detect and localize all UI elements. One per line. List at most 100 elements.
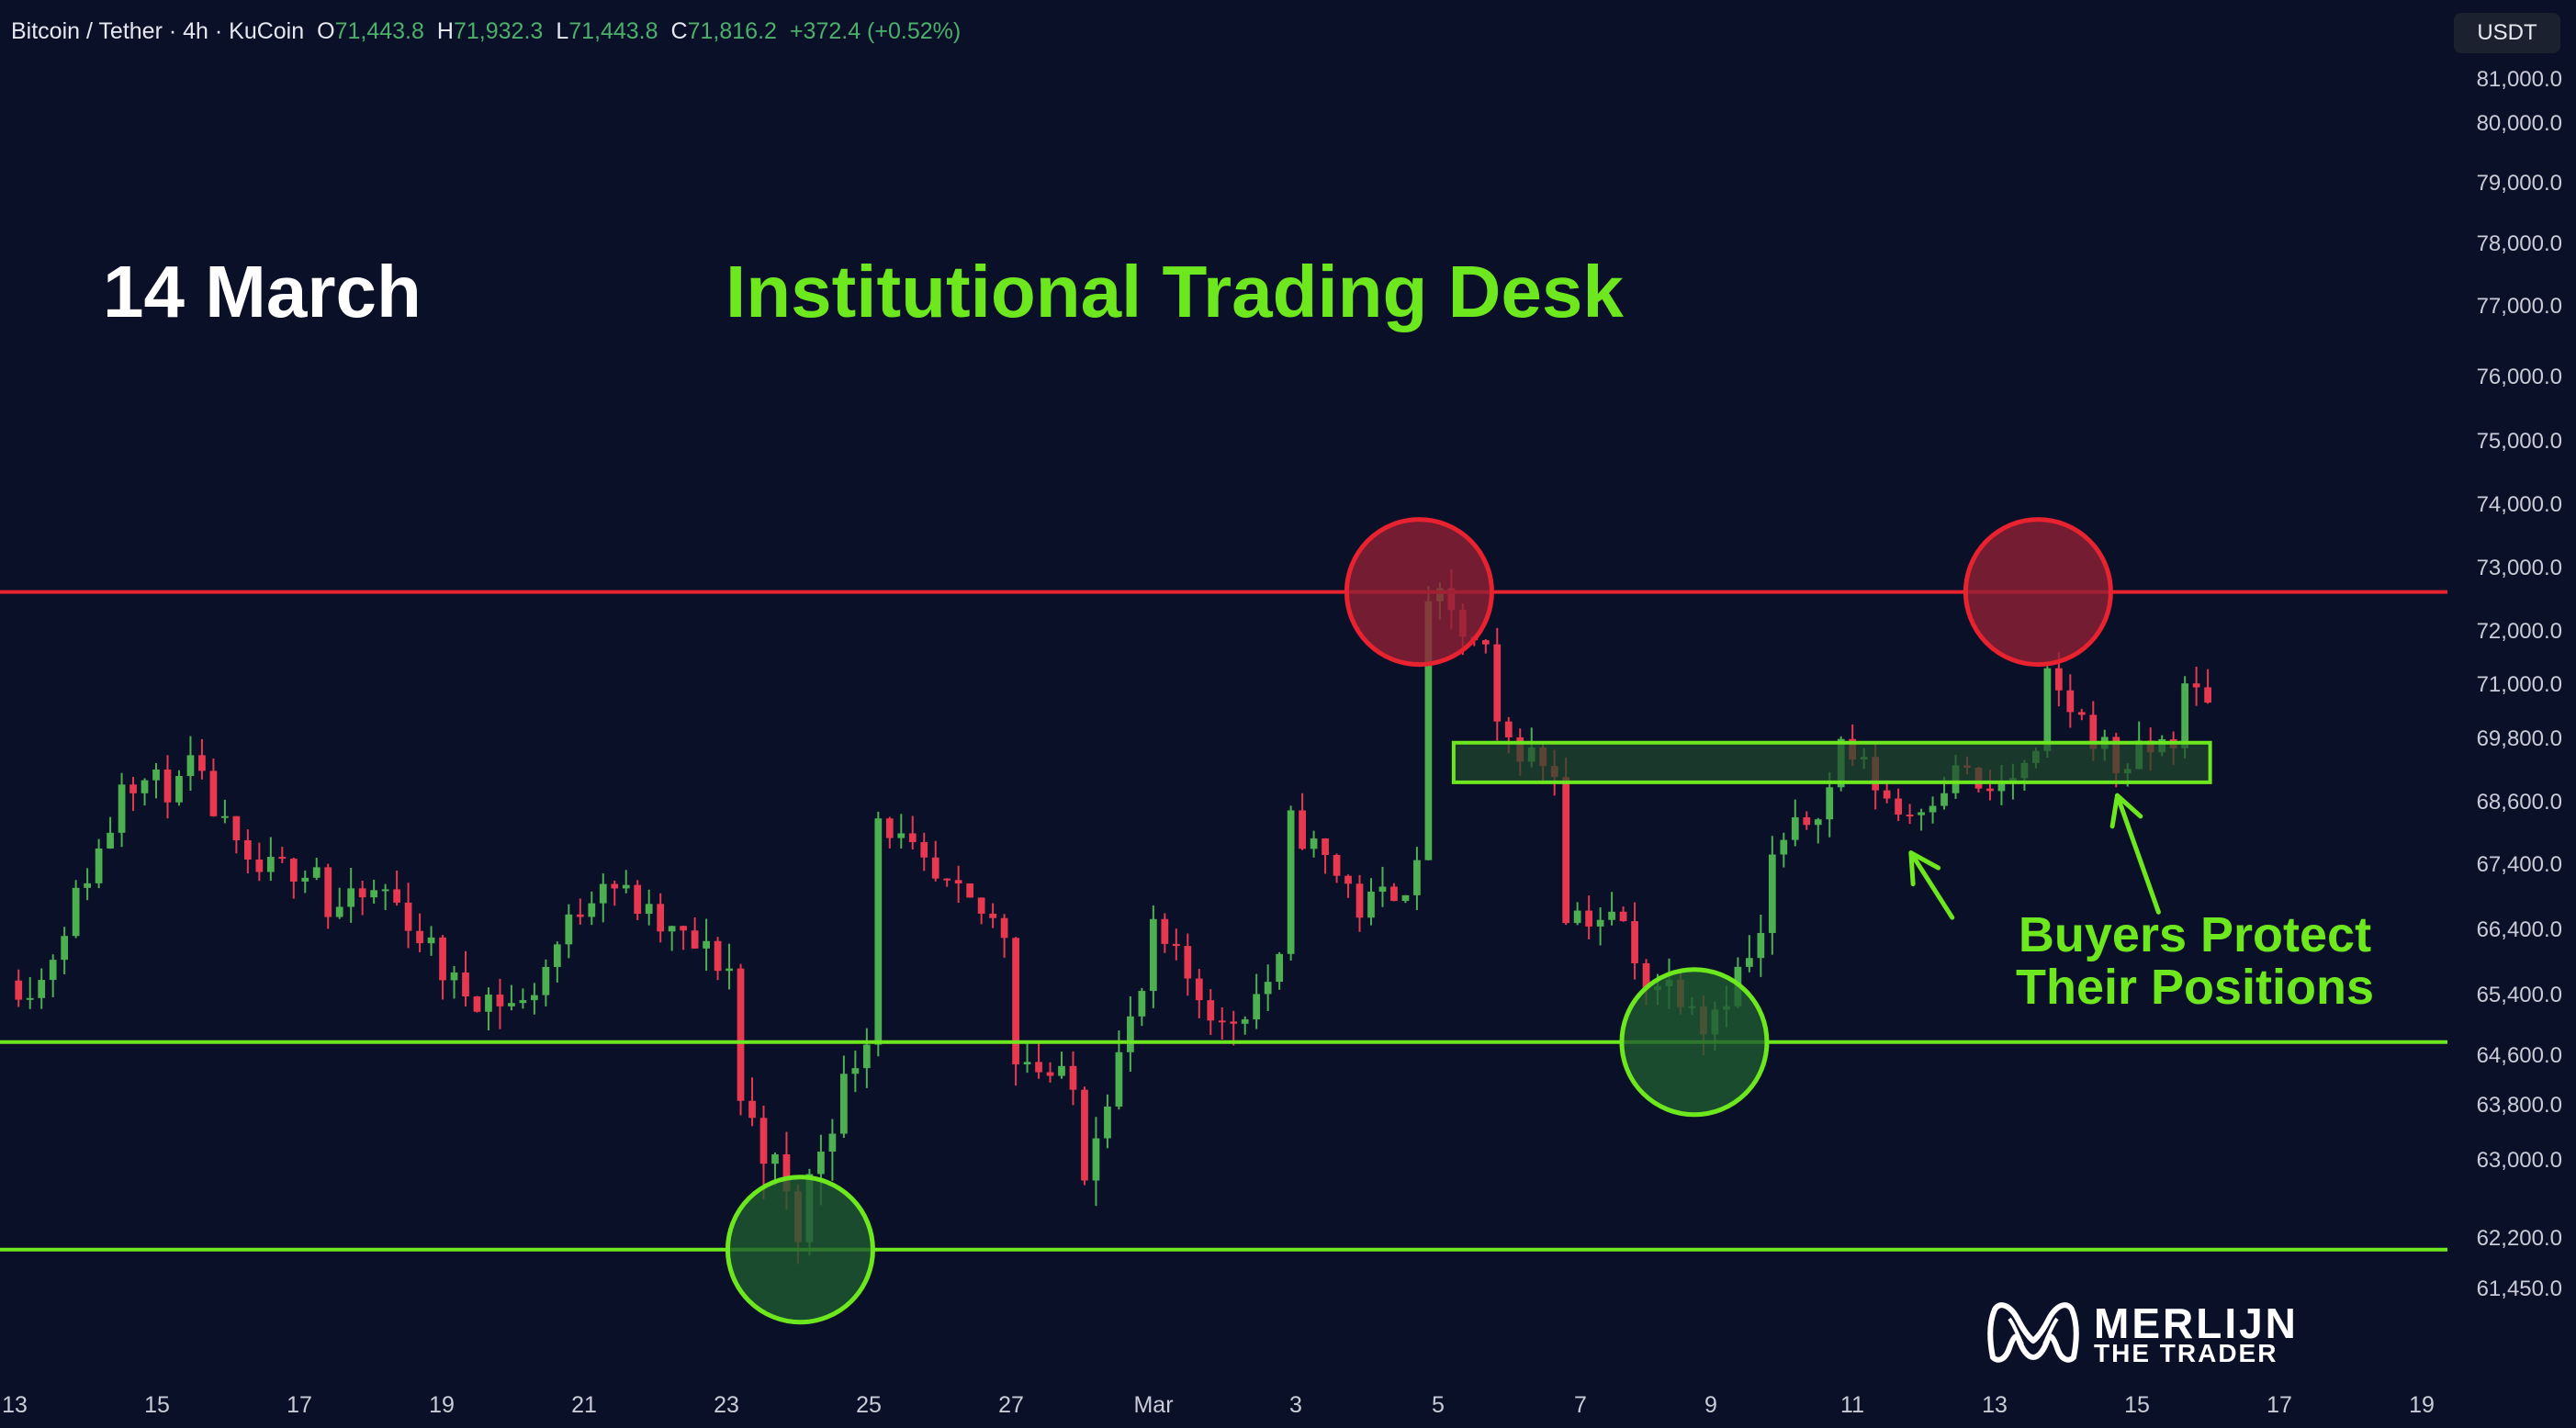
candle xyxy=(1253,973,1261,1029)
price-tick: 72,000.0 xyxy=(2477,619,2562,644)
candle xyxy=(141,778,149,806)
candle xyxy=(1596,907,1604,946)
symbol-header: Bitcoin / Tether · 4h · KuCoin O71,443.8 H… xyxy=(11,18,961,45)
candle xyxy=(1000,914,1008,958)
time-tick: 21 xyxy=(571,1392,597,1418)
price-tick: 67,400.0 xyxy=(2477,852,2562,877)
candle xyxy=(862,1028,871,1088)
candle xyxy=(1207,989,1215,1036)
price-tick: 71,000.0 xyxy=(2477,672,2562,697)
currency-selector[interactable]: USDT xyxy=(2454,13,2560,53)
close-key: C xyxy=(670,18,688,44)
low-key: L xyxy=(556,18,569,44)
candle xyxy=(107,816,114,849)
candle xyxy=(1138,987,1146,1027)
price-tick: 74,000.0 xyxy=(2477,492,2562,517)
candle xyxy=(885,816,894,849)
candle xyxy=(232,815,241,854)
candle xyxy=(198,738,206,780)
time-axis[interactable]: 13 15 17 19 21 23 25 27 Mar 3 5 7 9 11 13 15 17 19 xyxy=(2,1392,2435,1418)
candle xyxy=(1768,836,1776,955)
candle xyxy=(645,889,653,926)
candle xyxy=(680,925,688,950)
price-axis[interactable]: 81,000.0 80,000.0 79,000.0 78,000.0 77,000.0… xyxy=(2477,67,2562,1301)
price-tick: 63,000.0 xyxy=(2477,1148,2562,1173)
candle xyxy=(966,883,974,898)
candle xyxy=(38,968,46,1009)
candle xyxy=(622,870,630,894)
candle xyxy=(266,837,275,882)
time-tick: 7 xyxy=(1574,1392,1587,1418)
price-tick: 64,600.0 xyxy=(2477,1043,2562,1068)
candle xyxy=(450,965,458,999)
change-value: +372.4 (+0.52%) xyxy=(789,18,962,44)
candle xyxy=(1069,1051,1077,1106)
candle xyxy=(576,898,584,925)
candle xyxy=(301,870,309,894)
candle xyxy=(1161,913,1169,953)
candle xyxy=(1367,878,1375,926)
open-value: 71,443.8 xyxy=(334,18,424,44)
time-tick: 13 xyxy=(1982,1392,2008,1418)
candle xyxy=(737,963,745,1116)
time-tick: 11 xyxy=(1840,1392,1864,1418)
price-tick: 65,400.0 xyxy=(2477,983,2562,1007)
candle xyxy=(289,857,298,899)
candle xyxy=(989,903,996,928)
overlay-title: Institutional Trading Desk xyxy=(726,251,1624,332)
candle xyxy=(1333,853,1341,883)
candle xyxy=(118,772,126,848)
candle xyxy=(186,736,195,791)
candle xyxy=(1081,1086,1088,1186)
price-tick: 62,200.0 xyxy=(2477,1226,2562,1251)
candle xyxy=(1573,902,1581,926)
demand-zone xyxy=(1451,740,2212,784)
candle xyxy=(358,881,366,916)
candle xyxy=(908,815,917,850)
candle xyxy=(599,873,607,923)
candle xyxy=(1149,905,1157,1008)
price-tick: 68,600.0 xyxy=(2477,790,2562,815)
high-key: H xyxy=(436,18,454,44)
candle xyxy=(2077,708,2086,721)
candle xyxy=(1608,892,1615,926)
candle xyxy=(565,904,573,959)
candle xyxy=(977,897,985,925)
candle xyxy=(1104,1094,1111,1149)
candle xyxy=(439,935,446,1000)
time-tick: 17 xyxy=(287,1392,312,1418)
close-value: 71,816.2 xyxy=(687,18,777,44)
candle xyxy=(1803,811,1811,830)
candle xyxy=(668,926,676,951)
candle xyxy=(874,811,883,1057)
candle xyxy=(1780,832,1788,868)
logo-line-2: THE TRADER xyxy=(2094,1339,2278,1367)
price-tick: 77,000.0 xyxy=(2477,294,2562,319)
candle xyxy=(163,755,172,819)
candle xyxy=(1585,895,1592,939)
price-tick: 75,000.0 xyxy=(2477,429,2562,454)
time-tick: 15 xyxy=(144,1392,170,1418)
candle xyxy=(1493,627,1502,741)
candle xyxy=(519,988,527,1009)
candle xyxy=(473,995,481,1013)
support-touch-circle xyxy=(725,1175,875,1325)
candle xyxy=(897,814,906,849)
candle xyxy=(1757,915,1765,977)
price-tick: 78,000.0 xyxy=(2477,231,2562,256)
candle xyxy=(381,883,389,910)
candle xyxy=(2204,669,2211,704)
time-tick: 13 xyxy=(2,1392,28,1418)
price-tick: 76,000.0 xyxy=(2477,365,2562,389)
candle xyxy=(553,941,561,983)
low-value: 71,443.8 xyxy=(568,18,658,44)
candle xyxy=(2192,666,2200,706)
candle xyxy=(221,799,229,824)
candle xyxy=(49,954,57,998)
candle xyxy=(931,840,939,882)
time-tick: 9 xyxy=(1704,1392,1717,1418)
candle xyxy=(611,880,619,906)
merlijn-logo-icon xyxy=(1987,1302,2079,1363)
